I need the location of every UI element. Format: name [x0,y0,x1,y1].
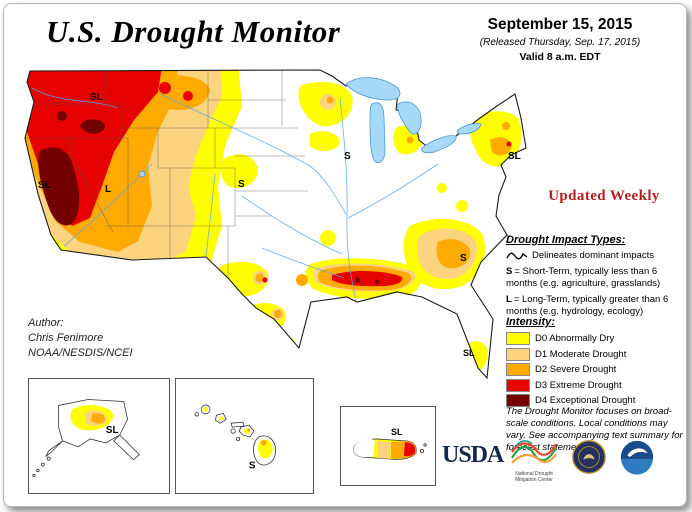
ndmc-logo: National Drought Mitigation Center [506,434,562,483]
short-term-key: S [506,265,513,277]
delineates-label: Delineates dominant impacts [532,250,654,262]
d0-color-swatch [506,332,530,346]
noaa-logo [618,438,656,481]
disclaimer-text: The Drought Monitor focuses on broad-sca… [506,406,683,454]
updated-weekly-note: Updated Weekly [548,188,660,204]
impact-label-california: SL [38,180,51,191]
d2-color-swatch [506,363,530,377]
author-name: Chris Fenimore [28,331,104,344]
puerto-rico-impact-label: SL [391,427,403,437]
long-term-text: = Long-Term, typically greater than 6 mo… [506,294,669,317]
commerce-seal-logo [570,438,608,481]
short-term-definition: S = Short-Term, typically less than 6 mon… [506,265,686,289]
impact-label-northeast: SL [508,151,521,162]
ndmc-squiggle-icon [511,439,557,464]
d2-label: D2 Severe Drought [535,364,617,376]
delineation-squiggle-icon [506,252,528,260]
author-org: NOAA/NESDIS/NCEI [28,346,133,359]
conus-drought-map: SL SL L S S S SL SL [10,56,530,388]
d3-color-swatch [506,378,530,392]
impact-types-section: Drought Impact Types: Delineates dominan… [506,234,686,322]
intensity-heading: Intensity: [506,316,555,328]
usda-logo: USDA [442,442,504,468]
page-title: U.S. Drought Monitor [46,14,341,49]
long-term-definition: L = Long-Term, typically greater than 6 m… [506,294,686,317]
great-lakes [345,77,482,164]
noaa-icon [620,440,654,475]
puerto-rico-inset: SL [340,406,436,486]
long-term-key: L [506,294,512,306]
map-date: September 15, 2015 [487,16,633,33]
hawaii-inset: S [175,378,314,494]
state-borders [25,70,308,288]
impact-label-southeast: S [460,253,467,264]
legend-row-d4: D4 Exceptional Drought [506,394,686,408]
impact-labels: SL SL L S S S SL SL [38,92,521,358]
legend-row-d2: D2 Severe Drought [506,363,686,377]
logos-row: USDA National Drought Mitigation Center [442,432,682,492]
impact-label-florida: SL [463,348,475,358]
short-term-text: = Short-Term, typically less than 6 mont… [506,265,661,289]
author-block: Author: Chris Fenimore NOAA/NESDIS/NCEI [28,316,133,361]
conus-map-svg: SL SL L S S S SL SL [24,69,527,380]
puerto-rico-map-svg: SL [353,427,427,460]
alaska-map-svg: SL [32,399,140,477]
legend-row-d3: D3 Extreme Drought [506,378,686,392]
d1-label: D1 Moderate Drought [535,348,627,360]
legend-row-d0: D0 Abnormally Dry [506,332,686,346]
hawaii-map-svg: S [194,404,276,472]
commerce-seal-icon [572,440,606,474]
drought-layer-d4 [38,111,379,284]
impact-label-colorado: S [238,179,245,190]
impact-label-midwest: S [344,151,351,162]
alaska-impact-label: SL [106,425,119,436]
d3-label: D3 Extreme Drought [535,379,622,391]
released-date: (Released Thursday, Sep. 17, 2015) [479,37,641,48]
d4-label: D4 Exceptional Drought [535,395,636,407]
legend-row-d1: D1 Moderate Drought [506,347,686,361]
ndmc-caption: National Drought Mitigation Center [515,471,553,483]
d0-label: D0 Abnormally Dry [535,333,615,345]
date-block: September 15, 2015 (Released Thursday, S… [434,16,686,63]
author-label: Author: [28,317,64,329]
rivers [31,87,439,302]
impact-label-pnw: SL [90,92,103,103]
hawaii-impact-label: S [249,461,256,472]
intensity-legend-section: Intensity: D0 Abnormally Dry D1 Moderate… [506,316,686,410]
valid-time: Valid 8 a.m. EDT [519,51,601,63]
great-salt-lake [138,170,146,178]
d4-color-swatch [506,394,530,408]
impact-label-nevada: L [105,184,111,195]
impact-types-heading: Drought Impact Types: [506,234,626,246]
alaska-inset: SL [28,378,170,494]
d1-color-swatch [506,347,530,361]
drought-monitor-card: U.S. Drought Monitor September 15, 2015 … [3,3,687,507]
